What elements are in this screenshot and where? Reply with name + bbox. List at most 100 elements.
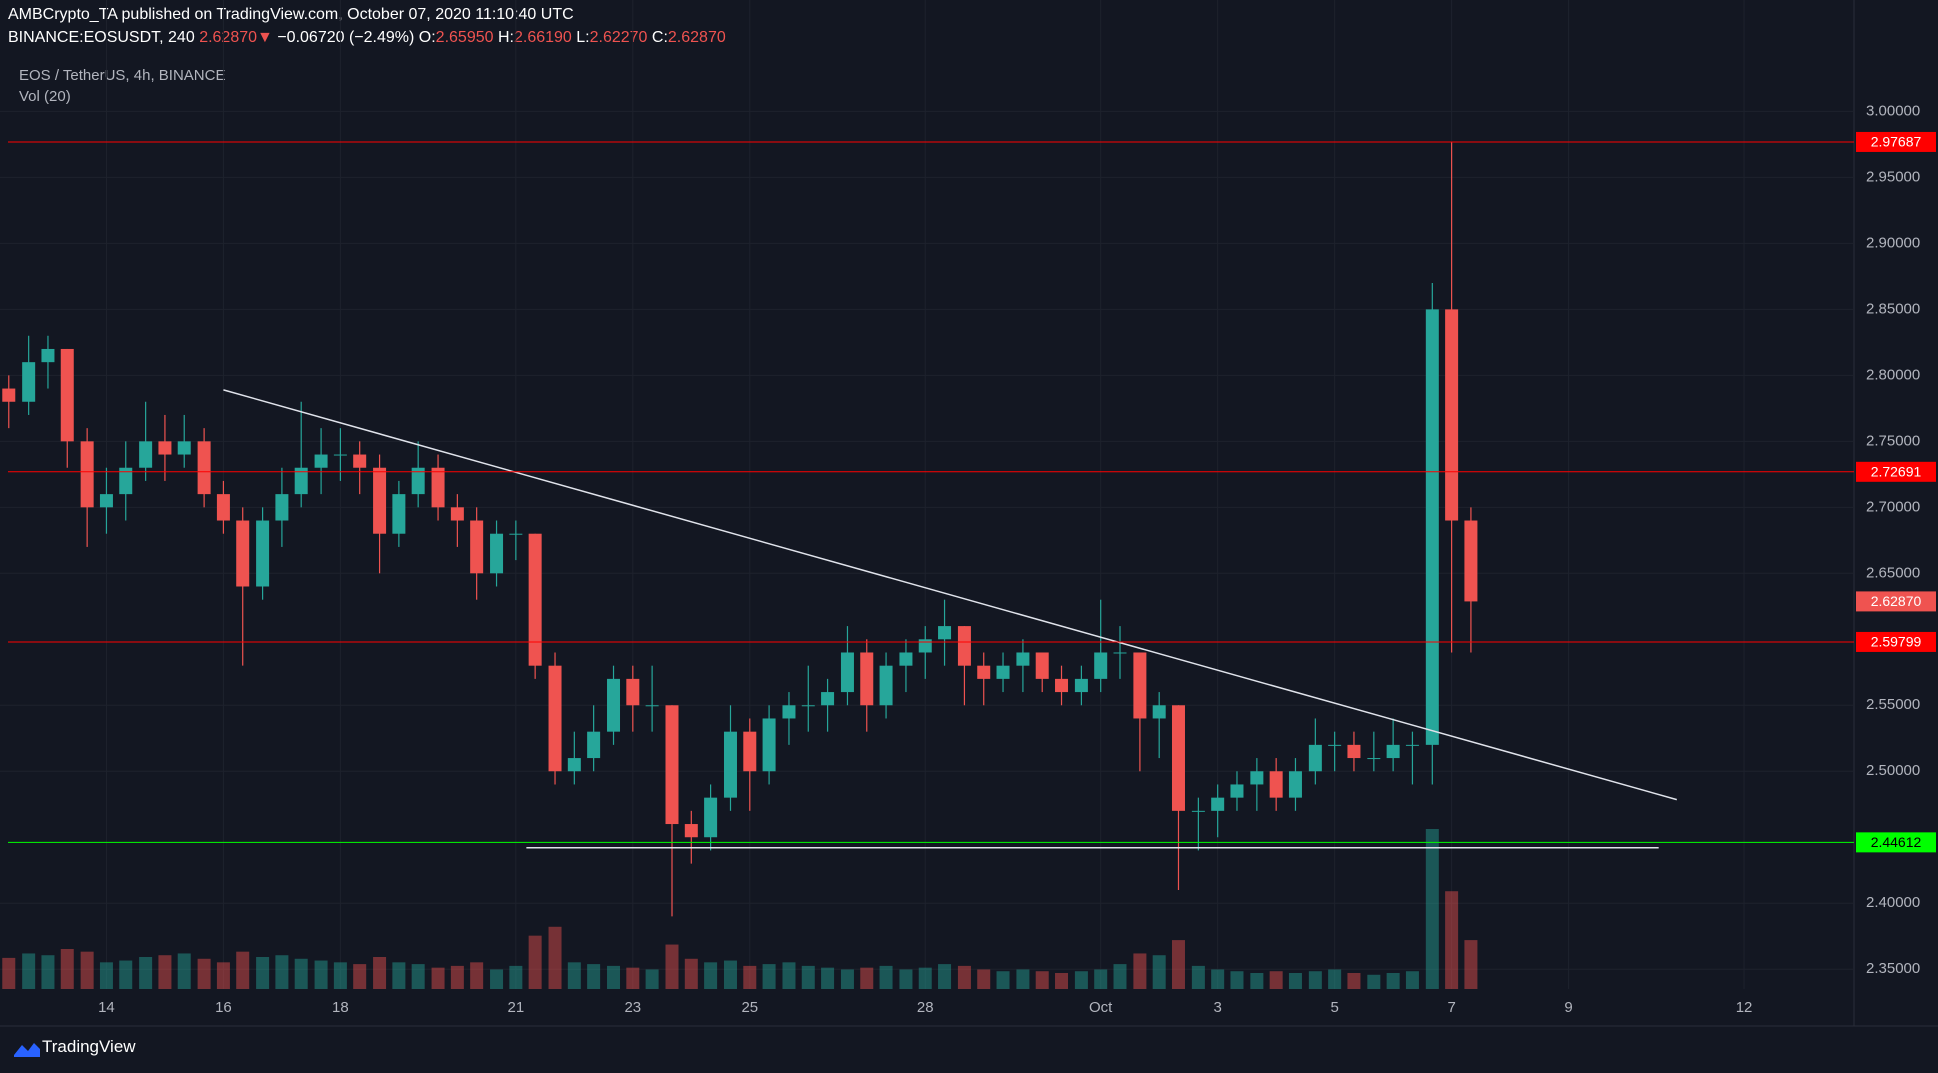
volume-bar — [1367, 974, 1381, 989]
volume-bar — [1035, 971, 1049, 989]
volume-bar — [801, 965, 815, 989]
volume-bar — [177, 953, 191, 989]
volume-bar — [1347, 973, 1361, 989]
candle-body — [723, 731, 737, 798]
arrow: ▼ — [257, 29, 273, 46]
candle-body — [1367, 758, 1381, 760]
volume-bar — [158, 955, 172, 989]
candle-body — [158, 441, 172, 455]
volume-bar — [392, 962, 406, 989]
price-tag — [1856, 461, 1936, 482]
candle-body — [99, 494, 113, 508]
volume-bar — [431, 967, 445, 989]
candle-body — [333, 454, 347, 456]
trendline — [223, 389, 1677, 801]
candle-body — [431, 467, 445, 508]
candle-body — [645, 705, 659, 707]
volume-bar — [1328, 969, 1342, 989]
volume-bar — [840, 969, 854, 989]
candle-body — [256, 520, 270, 587]
candle-body — [80, 441, 94, 508]
candle-body — [353, 454, 367, 468]
price: 2.62870 — [199, 29, 258, 46]
candle-body — [1288, 771, 1302, 798]
candle-body — [1386, 744, 1400, 759]
volume-bar — [1230, 971, 1244, 989]
volume-bar — [1074, 971, 1088, 989]
ohlc-label: C: — [651, 29, 668, 46]
volume-bar — [821, 967, 835, 989]
volume-bar — [782, 962, 796, 989]
candle-body — [1230, 784, 1244, 798]
candle-body — [236, 520, 250, 587]
x-tick-label: 14 — [98, 999, 115, 1016]
volume-bar — [1269, 971, 1283, 989]
candle-body — [1191, 810, 1205, 812]
symbol: BINANCE:EOSUSDT, 240 — [8, 29, 195, 46]
legend-volume: Vol (20) — [19, 88, 71, 105]
volume-bar — [1308, 971, 1322, 989]
candle-body — [60, 348, 74, 442]
ohlc-label: H: — [497, 29, 514, 46]
candle-body — [411, 467, 425, 495]
candle-body — [41, 348, 55, 363]
candle-body — [216, 494, 230, 521]
candle-body — [1328, 744, 1342, 746]
candle-body — [1405, 744, 1419, 746]
volume-bar — [1464, 940, 1478, 989]
volume-bar — [1211, 969, 1225, 989]
x-tick-label: 7 — [1447, 999, 1455, 1016]
ohlc-value: 2.65950 — [435, 29, 494, 46]
candle-body — [626, 678, 640, 706]
volume-bar — [762, 964, 776, 989]
candle-body — [938, 626, 952, 640]
volume-bar — [1191, 965, 1205, 989]
volume-bar — [607, 965, 621, 989]
volume-bar — [1094, 969, 1108, 989]
candle-body — [996, 665, 1010, 679]
y-tick-label: 2.70000 — [1866, 498, 1920, 515]
ohlc-label: O: — [418, 29, 436, 46]
volume-bar — [879, 965, 893, 989]
volume-bar — [723, 960, 737, 989]
volume-bar — [216, 962, 230, 989]
candle-body — [957, 626, 971, 666]
price-tag — [1856, 832, 1936, 853]
candle-body — [470, 520, 484, 574]
volume-bar — [333, 962, 347, 989]
candle-body — [1308, 744, 1322, 772]
x-tick-label: 25 — [741, 999, 758, 1016]
y-tick-label: 3.00000 — [1866, 102, 1920, 119]
volume-bar — [275, 955, 289, 989]
y-tick-label: 2.95000 — [1866, 168, 1920, 185]
volume-bar — [645, 969, 659, 989]
volume-bar — [684, 958, 698, 989]
volume-bar — [1445, 891, 1459, 989]
volume-bar — [1016, 969, 1030, 989]
candle-body — [1055, 678, 1069, 693]
volume-bar — [548, 926, 562, 989]
volume-bar — [977, 969, 991, 989]
candle-body — [1425, 309, 1439, 745]
volume-bar — [567, 962, 581, 989]
y-tick-label: 2.40000 — [1866, 894, 1920, 911]
candle-body — [1250, 771, 1264, 785]
candle-body — [704, 797, 718, 838]
volume-bar — [1425, 829, 1439, 989]
candle-body — [1113, 652, 1127, 654]
candle-body — [840, 652, 854, 693]
x-tick-label: 21 — [508, 999, 525, 1016]
candle-body — [1171, 705, 1185, 811]
candle-body — [490, 533, 504, 574]
volume-bar — [22, 953, 36, 989]
volume-bar — [119, 960, 133, 989]
candle-body — [373, 467, 387, 534]
volume-bar — [957, 965, 971, 989]
logo — [14, 1043, 40, 1057]
y-tick-label: 2.90000 — [1866, 234, 1920, 251]
volume-bar — [236, 951, 250, 989]
price-tag-label: 2.44612 — [1871, 834, 1922, 850]
candle-body — [1094, 652, 1108, 679]
price-tag — [1856, 631, 1936, 652]
